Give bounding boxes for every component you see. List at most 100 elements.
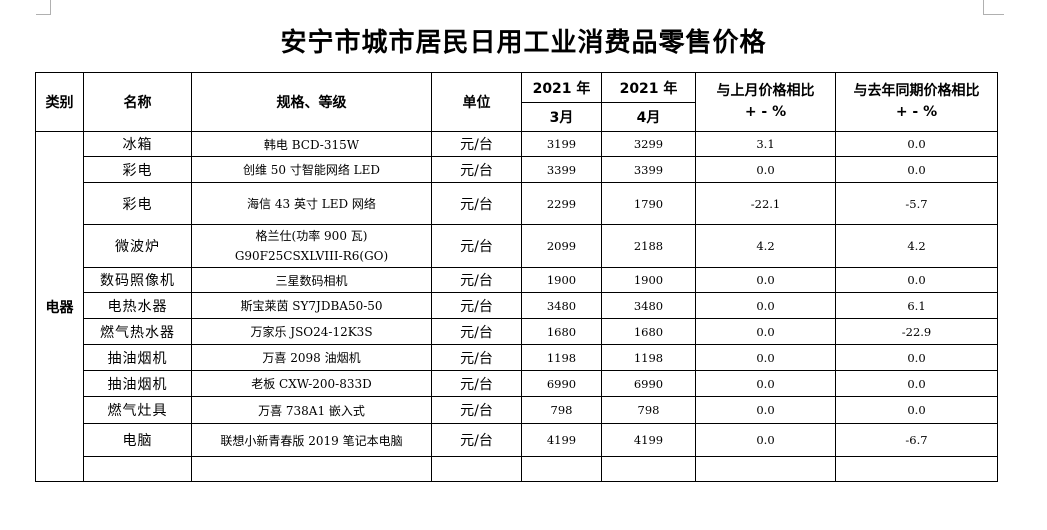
empty-cell — [695, 456, 836, 482]
row-mom: 3.1 — [695, 131, 836, 157]
header-year-march: 2021 年 — [521, 72, 602, 103]
row-price-march: 4199 — [521, 423, 602, 457]
row-mom: 0.0 — [695, 423, 836, 457]
row-spec: 斯宝莱茵 SY7JDBA50-50 — [191, 292, 432, 319]
row-price-april: 3399 — [601, 156, 696, 183]
row-name: 冰箱 — [83, 131, 192, 157]
row-yoy: 0.0 — [835, 344, 998, 371]
row-name: 抽油烟机 — [83, 344, 192, 371]
header-spec: 规格、等级 — [191, 72, 432, 132]
header-month-april: 4月 — [601, 102, 696, 132]
empty-cell — [431, 456, 522, 482]
row-spec-line2: G90F25CSXLVIII-R6(GO) — [234, 249, 389, 263]
row-mom: 0.0 — [695, 344, 836, 371]
row-yoy: -6.7 — [835, 423, 998, 457]
row-price-april: 1900 — [601, 267, 696, 293]
row-price-march: 3480 — [521, 292, 602, 319]
row-price-march: 3399 — [521, 156, 602, 183]
empty-cell — [601, 456, 696, 482]
header-mom-label: 与上月价格相比 — [716, 83, 815, 99]
empty-cell — [83, 456, 192, 482]
row-yoy: -22.9 — [835, 318, 998, 345]
table-row: 彩电 海信 43 英寸 LED 网络 元/台 2299 1790 -22.1 -… — [36, 182, 998, 225]
price-table: 类别 名称 规格、等级 单位 2021 年 2021 年 与上月价格相比 + -… — [35, 72, 998, 482]
table-row: 电热水器 斯宝莱茵 SY7JDBA50-50 元/台 3480 3480 0.0… — [36, 292, 998, 319]
row-price-april: 1198 — [601, 344, 696, 371]
row-name: 彩电 — [83, 156, 192, 183]
row-spec: 海信 43 英寸 LED 网络 — [191, 182, 432, 225]
row-price-april: 1680 — [601, 318, 696, 345]
row-yoy: 0.0 — [835, 131, 998, 157]
row-name: 彩电 — [83, 182, 192, 225]
row-spec: 联想小新青春版 2019 笔记本电脑 — [191, 423, 432, 457]
table-row: 电器 冰箱 韩电 BCD-315W 元/台 3199 3299 3.1 0.0 — [35, 131, 998, 482]
row-price-march: 1680 — [521, 318, 602, 345]
header-mom-unit: + - % — [744, 104, 787, 120]
row-unit: 元/台 — [431, 131, 522, 157]
row-price-march: 798 — [521, 396, 602, 424]
row-price-april: 798 — [601, 396, 696, 424]
table-row: 抽油烟机 老板 CXW-200-833D 元/台 6990 6990 0.0 0… — [36, 370, 998, 397]
row-price-april: 2188 — [601, 224, 696, 268]
row-name: 微波炉 — [83, 224, 192, 268]
row-price-april: 1790 — [601, 182, 696, 225]
row-unit: 元/台 — [431, 292, 522, 319]
row-unit: 元/台 — [431, 318, 522, 345]
row-price-march: 1900 — [521, 267, 602, 293]
row-spec: 三星数码相机 — [191, 267, 432, 293]
row-mom: 0.0 — [695, 156, 836, 183]
row-unit: 元/台 — [431, 344, 522, 371]
row-unit: 元/台 — [431, 156, 522, 183]
table-row: 微波炉 格兰仕(功率 900 瓦) G90F25CSXLVIII-R6(GO) … — [36, 224, 998, 268]
row-unit: 元/台 — [431, 224, 522, 268]
header-name: 名称 — [83, 72, 192, 132]
header-yoy-unit: + - % — [895, 104, 938, 120]
row-unit: 元/台 — [431, 182, 522, 225]
row-yoy: 0.0 — [835, 396, 998, 424]
row-spec: 韩电 BCD-315W — [191, 131, 432, 157]
category-cell: 电器 — [35, 131, 84, 482]
row-unit: 元/台 — [431, 396, 522, 424]
table-row: 彩电 创维 50 寸智能网络 LED 元/台 3399 3399 0.0 0.0 — [36, 156, 998, 183]
table-row-empty — [36, 456, 998, 482]
row-spec-line1: 格兰仕(功率 900 瓦) — [255, 229, 368, 243]
header-yoy-label: 与去年同期价格相比 — [853, 83, 980, 99]
row-mom: 0.0 — [695, 267, 836, 293]
header-year-over-year: 与去年同期价格相比 + - % — [835, 72, 998, 132]
row-spec: 老板 CXW-200-833D — [191, 370, 432, 397]
table-row: 燃气热水器 万家乐 JSO24-12K3S 元/台 1680 1680 0.0 … — [36, 318, 998, 345]
page-corner-mark-right — [983, 0, 1004, 15]
empty-cell — [835, 456, 998, 482]
row-spec: 万喜 2098 油烟机 — [191, 344, 432, 371]
header-month-march: 3月 — [521, 102, 602, 132]
row-yoy: 0.0 — [835, 267, 998, 293]
header-unit: 单位 — [431, 72, 522, 132]
empty-cell — [521, 456, 602, 482]
row-mom: 0.0 — [695, 396, 836, 424]
table-row: 数码照像机 三星数码相机 元/台 1900 1900 0.0 0.0 — [36, 267, 998, 293]
row-price-april: 6990 — [601, 370, 696, 397]
row-name: 数码照像机 — [83, 267, 192, 293]
row-yoy: 4.2 — [835, 224, 998, 268]
row-spec: 创维 50 寸智能网络 LED — [191, 156, 432, 183]
row-price-march: 6990 — [521, 370, 602, 397]
row-name: 燃气热水器 — [83, 318, 192, 345]
row-price-march: 3199 — [521, 131, 602, 157]
row-mom: 0.0 — [695, 292, 836, 319]
row-price-march: 2099 — [521, 224, 602, 268]
row-spec: 万家乐 JSO24-12K3S — [191, 318, 432, 345]
header-category: 类别 — [35, 72, 84, 132]
row-price-april: 4199 — [601, 423, 696, 457]
row-unit: 元/台 — [431, 370, 522, 397]
row-unit: 元/台 — [431, 267, 522, 293]
row-spec: 格兰仕(功率 900 瓦) G90F25CSXLVIII-R6(GO) — [191, 224, 432, 268]
row-mom: 0.0 — [695, 318, 836, 345]
row-unit: 元/台 — [431, 423, 522, 457]
row-name: 燃气灶具 — [83, 396, 192, 424]
row-spec: 万喜 738A1 嵌入式 — [191, 396, 432, 424]
row-name: 抽油烟机 — [83, 370, 192, 397]
row-price-april: 3480 — [601, 292, 696, 319]
row-price-march: 2299 — [521, 182, 602, 225]
row-yoy: 6.1 — [835, 292, 998, 319]
header-year-april: 2021 年 — [601, 72, 696, 103]
